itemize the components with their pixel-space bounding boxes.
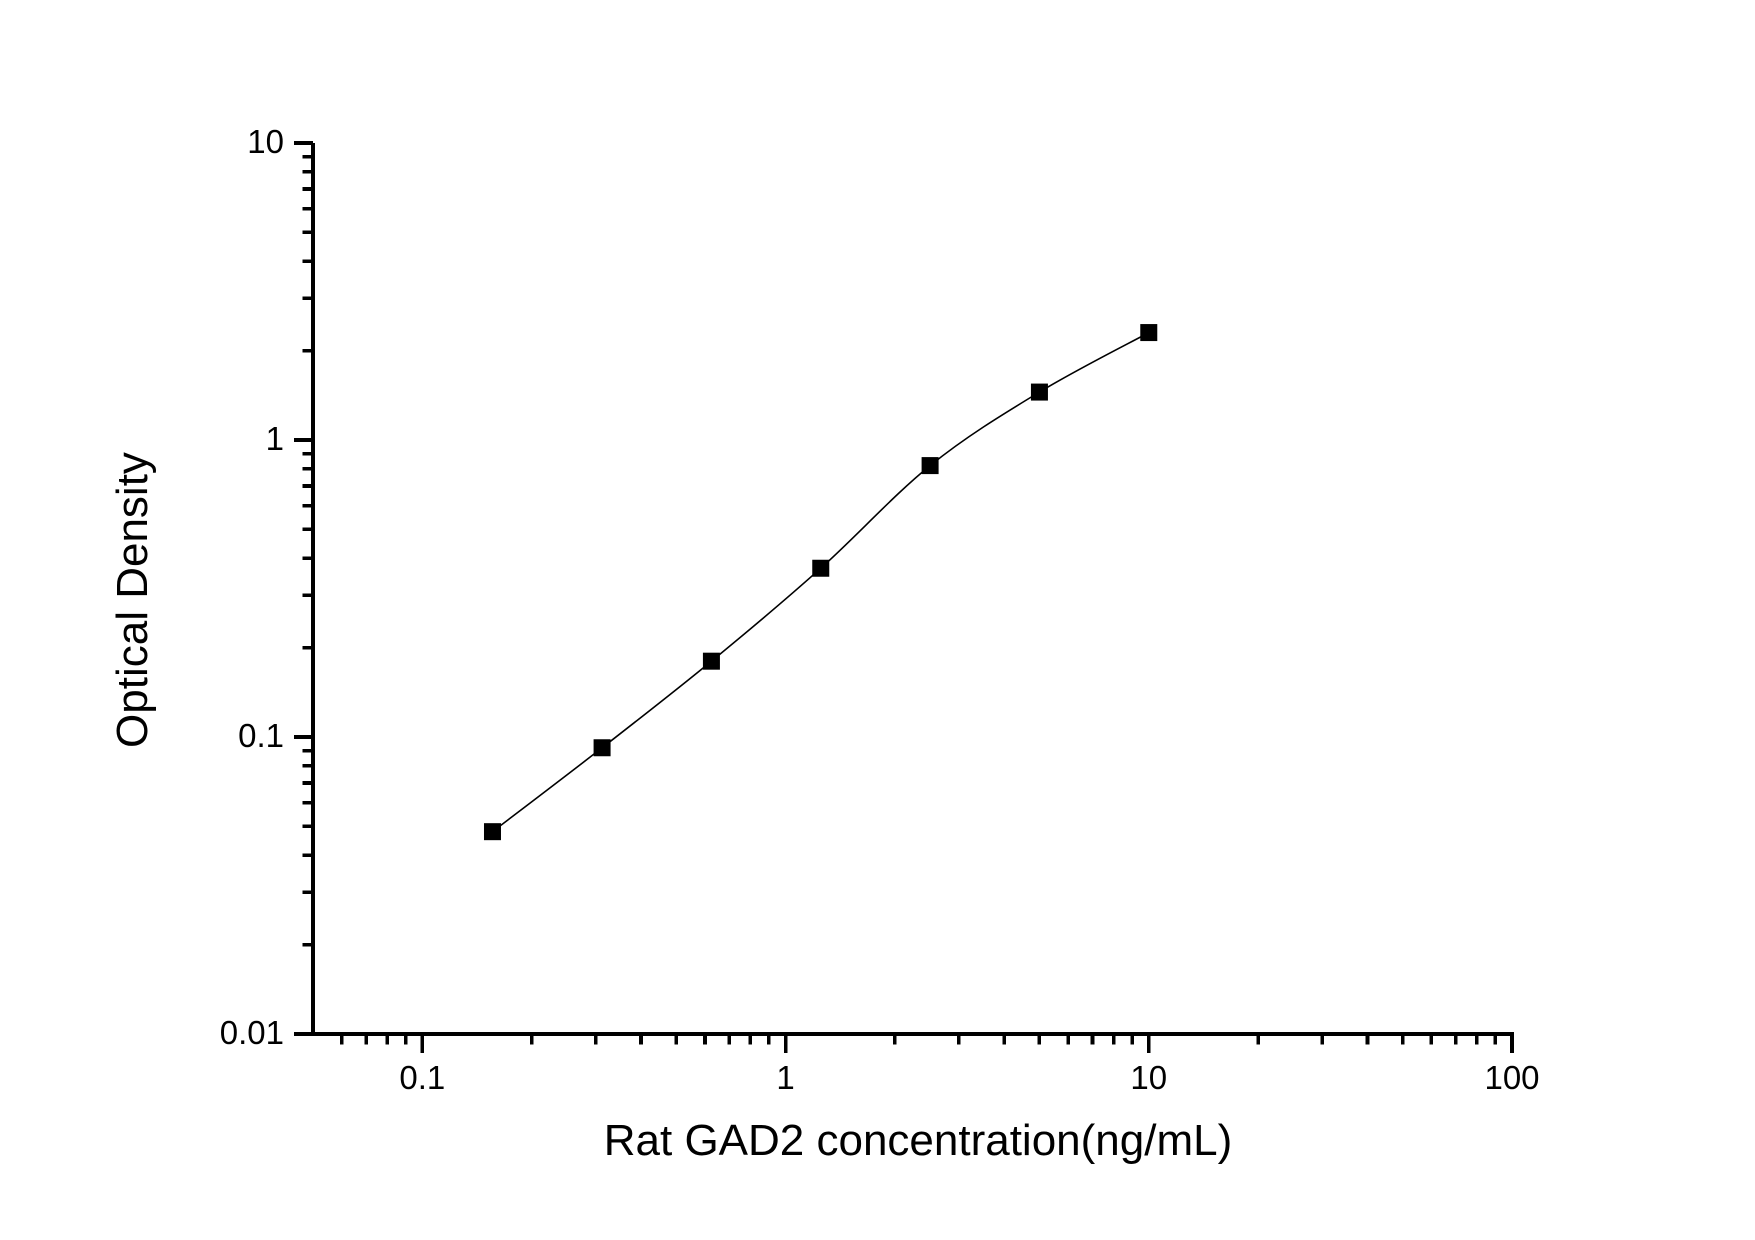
data-point-marker xyxy=(1030,383,1048,401)
y-tick-label: 10 xyxy=(247,123,284,160)
data-point-marker xyxy=(812,559,830,577)
y-axis-title: Optical Density xyxy=(107,452,157,748)
data-point-marker xyxy=(483,823,501,841)
x-tick-label: 0.1 xyxy=(399,1059,445,1096)
standard-curve-line xyxy=(492,331,1150,833)
y-tick-label: 0.01 xyxy=(220,1014,284,1051)
data-point-marker xyxy=(702,652,720,670)
data-point-marker xyxy=(1140,324,1158,342)
x-tick-label: 1 xyxy=(776,1059,794,1096)
x-axis-title: Rat GAD2 concentration(ng/mL) xyxy=(603,1115,1233,1165)
y-tick-label: 1 xyxy=(266,420,284,457)
data-point-marker xyxy=(593,739,611,757)
y-tick-label: 0.1 xyxy=(238,717,284,754)
x-tick-label: 10 xyxy=(1130,1059,1167,1096)
data-point-marker xyxy=(921,457,939,475)
x-tick-label: 100 xyxy=(1484,1059,1539,1096)
